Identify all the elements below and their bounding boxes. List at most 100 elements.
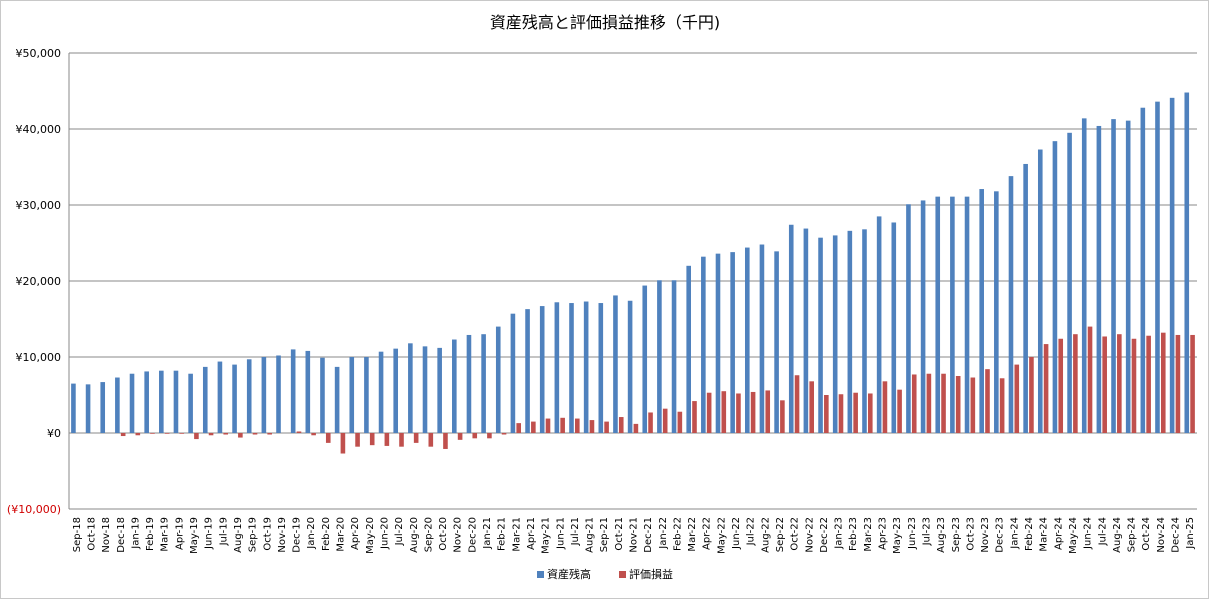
x-tick-label: Aug-24 xyxy=(1112,517,1123,553)
bar-unrealized-pl xyxy=(970,377,976,433)
bar-asset-balance xyxy=(349,357,355,433)
bar-unrealized-pl xyxy=(164,433,170,434)
x-tick-label: Nov-23 xyxy=(980,517,991,553)
x-tick-label: Feb-21 xyxy=(497,517,508,551)
x-tick-label: Jan-22 xyxy=(658,517,669,550)
bar-unrealized-pl xyxy=(194,433,199,440)
bar-unrealized-pl xyxy=(443,433,448,449)
bar-unrealized-pl xyxy=(1043,344,1049,433)
x-tick-label: Feb-23 xyxy=(848,517,859,551)
bar-unrealized-pl xyxy=(516,423,522,433)
bar-asset-balance xyxy=(378,351,384,433)
x-tick-label: Aug-20 xyxy=(409,517,420,553)
bar-asset-balance xyxy=(290,349,296,433)
bar-unrealized-pl xyxy=(501,433,507,435)
bar-asset-balance xyxy=(495,326,501,433)
y-tick-label: ¥50,000 xyxy=(16,47,62,60)
bar-unrealized-pl xyxy=(999,378,1005,433)
x-tick-label: Nov-18 xyxy=(101,517,112,553)
y-tick-label: ¥30,000 xyxy=(16,199,62,212)
bar-asset-balance xyxy=(422,346,428,433)
x-axis-tick-labels: Sep-18 Oct-18 Nov-18 Dec-18 Jan-19 Feb-19 Mar-… xyxy=(72,517,1196,554)
x-tick-label: Aug-21 xyxy=(585,517,596,553)
bar-unrealized-pl xyxy=(1014,364,1020,433)
x-tick-label: Nov-20 xyxy=(453,517,464,553)
bar-asset-balance xyxy=(320,357,325,433)
bar-asset-balance xyxy=(657,280,662,433)
bar-asset-balance xyxy=(598,303,604,433)
x-tick-label: Nov-21 xyxy=(629,517,640,553)
x-tick-label: Dec-20 xyxy=(467,517,478,553)
bar-unrealized-pl xyxy=(150,433,155,434)
bar-asset-balance xyxy=(876,216,882,433)
legend-label: 評価損益 xyxy=(629,567,673,581)
x-tick-label: Feb-22 xyxy=(672,517,683,551)
bar-unrealized-pl xyxy=(120,433,126,437)
x-tick-label: Mar-24 xyxy=(1039,517,1050,552)
x-tick-label: Oct-23 xyxy=(965,517,976,551)
x-tick-label: Jun-24 xyxy=(1083,517,1094,550)
bar-asset-balance xyxy=(1008,176,1014,433)
x-tick-label: Oct-22 xyxy=(790,517,801,551)
bar-asset-balance xyxy=(71,383,76,433)
bar-unrealized-pl xyxy=(955,376,961,433)
x-tick-label: Dec-23 xyxy=(995,517,1006,553)
bar-asset-balance xyxy=(232,364,237,433)
bar-asset-balance xyxy=(437,347,442,433)
bar-asset-balance xyxy=(1096,125,1102,434)
y-tick-label: ¥40,000 xyxy=(16,123,62,136)
bar-asset-balance xyxy=(569,303,574,433)
x-tick-label: Apr-21 xyxy=(526,517,537,550)
bar-unrealized-pl xyxy=(618,417,624,433)
x-tick-label: May-22 xyxy=(716,517,727,554)
bar-unrealized-pl xyxy=(399,433,404,447)
bar-unrealized-pl xyxy=(238,433,243,438)
x-tick-label: Jun-23 xyxy=(907,517,918,550)
bar-unrealized-pl xyxy=(252,433,258,435)
bar-asset-balance xyxy=(1155,101,1160,433)
bar-asset-balance xyxy=(408,343,413,433)
x-tick-label: May-23 xyxy=(892,517,903,554)
y-tick-label: (¥10,000) xyxy=(7,503,61,516)
x-tick-label: Mar-21 xyxy=(511,517,522,552)
x-tick-label: Jan-19 xyxy=(130,517,141,550)
x-tick-label: Apr-24 xyxy=(1053,517,1064,550)
bar-asset-balance xyxy=(393,348,399,433)
chart-title: 資産残高と評価損益推移（千円) xyxy=(490,13,720,32)
bar-asset-balance xyxy=(613,295,618,433)
bar-unrealized-pl xyxy=(428,433,434,447)
x-tick-label: Apr-20 xyxy=(350,517,361,550)
x-tick-label: Aug-23 xyxy=(936,517,947,553)
bar-asset-balance xyxy=(1111,119,1116,434)
bar-asset-balance xyxy=(1081,118,1087,434)
bar-unrealized-pl xyxy=(824,395,829,433)
bar-unrealized-pl xyxy=(355,433,360,447)
x-tick-label: Jan-24 xyxy=(1009,517,1020,550)
bar-asset-balance xyxy=(334,366,340,433)
bar-unrealized-pl xyxy=(1087,326,1093,433)
x-tick-label: Jan-23 xyxy=(834,517,845,550)
bar-asset-balance xyxy=(701,256,706,433)
bar-unrealized-pl xyxy=(1175,334,1181,433)
bar-unrealized-pl xyxy=(457,433,463,440)
bar-asset-balance xyxy=(730,252,735,433)
bar-unrealized-pl xyxy=(1058,338,1064,433)
x-tick-label: Sep-23 xyxy=(951,517,962,552)
y-axis-tick-labels: (¥10,000) ¥0 ¥10,000 ¥20,000 ¥30,000 ¥40,000 ¥… xyxy=(7,47,61,516)
x-tick-label: May-19 xyxy=(189,517,200,554)
x-tick-label: Jul-24 xyxy=(1097,517,1108,546)
bar-asset-balance xyxy=(832,235,838,433)
x-tick-label: Sep-21 xyxy=(599,517,610,552)
bar-asset-balance xyxy=(261,357,267,433)
bar-unrealized-pl xyxy=(208,433,214,436)
bar-asset-balance xyxy=(1169,97,1175,433)
bar-unrealized-pl xyxy=(487,433,492,439)
bar-unrealized-pl xyxy=(369,433,375,446)
bar-asset-balance xyxy=(906,204,911,433)
x-tick-label: Oct-24 xyxy=(1141,517,1152,551)
bar-unrealized-pl xyxy=(413,433,419,443)
bar-unrealized-pl xyxy=(1190,334,1195,433)
bar-unrealized-pl xyxy=(853,392,858,433)
bar-asset-balance xyxy=(642,285,648,433)
